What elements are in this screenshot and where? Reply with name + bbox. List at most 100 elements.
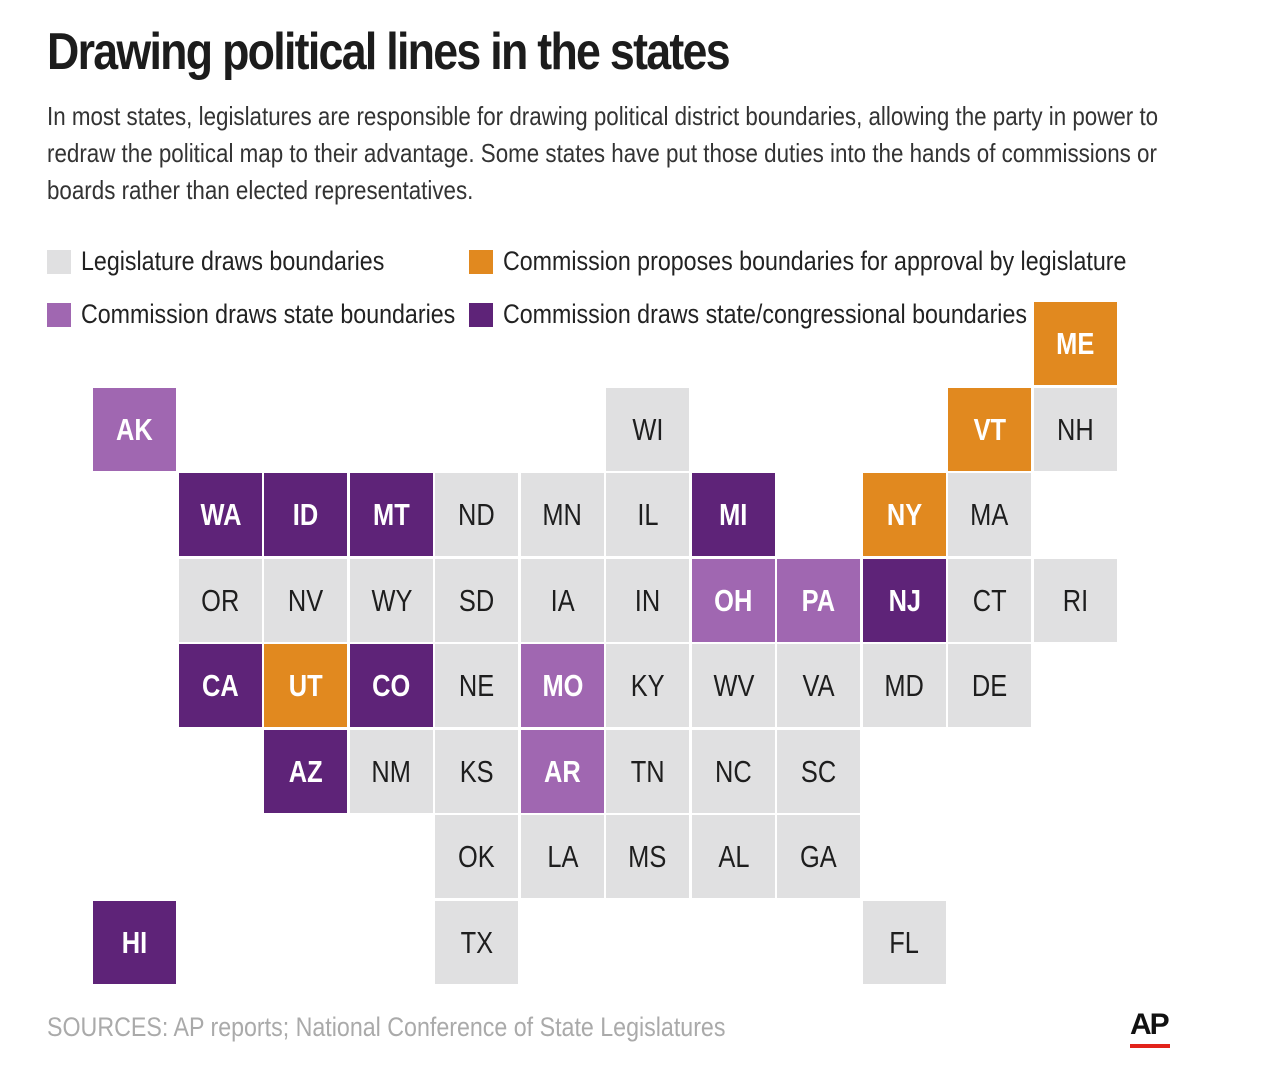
state-tile-ak: AK <box>93 388 176 471</box>
state-label: NC <box>715 753 752 789</box>
state-tile-ks: KS <box>435 730 518 813</box>
state-label: LA <box>546 838 579 874</box>
state-label: KS <box>459 753 494 789</box>
state-tile-ca: CA <box>179 644 262 727</box>
state-tile-ne: NE <box>435 644 518 727</box>
state-tile-mo: MO <box>521 644 604 727</box>
state-label: NM <box>371 753 412 789</box>
state-label: KY <box>630 667 665 703</box>
state-tile-ar: AR <box>521 730 604 813</box>
state-tile-az: AZ <box>264 730 347 813</box>
state-label: TX <box>460 924 493 960</box>
state-tile-nv: NV <box>264 559 347 642</box>
state-label: ME <box>1056 325 1095 361</box>
state-label: MT <box>373 496 410 532</box>
state-label: WA <box>200 496 241 532</box>
state-label: OR <box>201 582 240 618</box>
state-tile-nj: NJ <box>863 559 946 642</box>
state-tile-va: VA <box>777 644 860 727</box>
state-tile-ut: UT <box>264 644 347 727</box>
state-label: OK <box>458 838 495 874</box>
state-tile-ga: GA <box>777 815 860 898</box>
state-label: AL <box>717 838 750 874</box>
state-label: OH <box>714 582 753 618</box>
state-tile-tn: TN <box>606 730 689 813</box>
state-tile-oh: OH <box>692 559 775 642</box>
state-label: AZ <box>288 753 323 789</box>
state-tile-ia: IA <box>521 559 604 642</box>
state-tile-al: AL <box>692 815 775 898</box>
state-tile-in: IN <box>606 559 689 642</box>
state-label: CO <box>372 667 411 703</box>
state-label: SC <box>800 753 837 789</box>
legend-swatch-state <box>47 302 71 327</box>
state-label: HI <box>121 924 148 960</box>
legend-swatch-legislature <box>47 249 71 274</box>
legend-item-state: Commission draws state boundaries <box>47 299 516 330</box>
state-tile-mt: MT <box>350 473 433 556</box>
state-tile-co: CO <box>350 644 433 727</box>
state-label: IA <box>550 582 575 618</box>
state-label: ND <box>458 496 495 532</box>
legend-item-proposes: Commission proposes boundaries for appro… <box>469 246 1228 277</box>
state-label: MI <box>719 496 748 532</box>
legend-item-legislature: Legislature draws boundaries <box>47 246 434 277</box>
state-label: AK <box>116 411 153 447</box>
state-label: MO <box>542 667 583 703</box>
state-label: CA <box>202 667 239 703</box>
state-tile-ri: RI <box>1034 559 1117 642</box>
state-label: MN <box>542 496 583 532</box>
state-tile-mi: MI <box>692 473 775 556</box>
state-label: MD <box>884 667 925 703</box>
state-label: GA <box>800 838 837 874</box>
state-label: MS <box>628 838 667 874</box>
subtitle: In most states, legislatures are respons… <box>47 101 1159 205</box>
state-label: WI <box>631 411 664 447</box>
state-label: NJ <box>888 582 921 618</box>
ap-logo-bar <box>1130 1044 1170 1048</box>
state-tile-wy: WY <box>350 559 433 642</box>
legend-swatch-proposes <box>469 249 493 274</box>
state-label: NH <box>1057 411 1094 447</box>
source-note: SOURCES: AP reports; National Conference… <box>47 1012 726 1042</box>
state-label: IN <box>634 582 661 618</box>
state-label: IL <box>636 496 659 532</box>
legend-label-state: Commission draws state boundaries <box>81 299 456 329</box>
legend-label-legislature: Legislature draws boundaries <box>81 246 385 276</box>
state-tile-la: LA <box>521 815 604 898</box>
state-tile-id: ID <box>264 473 347 556</box>
state-tile-wv: WV <box>692 644 775 727</box>
legend-item-both: Commission draws state/congressional bou… <box>469 299 1112 330</box>
state-label: NV <box>287 582 324 618</box>
state-label: FL <box>889 924 920 960</box>
state-tile-de: DE <box>948 644 1031 727</box>
legend-swatch-both <box>469 302 493 327</box>
state-label: VA <box>802 667 835 703</box>
state-label: SD <box>458 582 495 618</box>
ap-logo-text: AP <box>1130 1008 1170 1041</box>
state-label: TN <box>630 753 665 789</box>
state-tile-fl: FL <box>863 901 946 984</box>
state-label: NE <box>458 667 495 703</box>
state-tile-ky: KY <box>606 644 689 727</box>
page-title: Drawing political lines in the states <box>47 23 731 81</box>
state-label: VT <box>973 411 1006 447</box>
legend-label-both: Commission draws state/congressional bou… <box>503 299 1027 329</box>
state-tile-ct: CT <box>948 559 1031 642</box>
state-tile-il: IL <box>606 473 689 556</box>
state-label: DE <box>971 667 1008 703</box>
state-tile-vt: VT <box>948 388 1031 471</box>
state-label: CT <box>972 582 1007 618</box>
state-tile-sc: SC <box>777 730 860 813</box>
state-tile-mn: MN <box>521 473 604 556</box>
state-label: PA <box>801 582 836 618</box>
state-label: NY <box>886 496 923 532</box>
state-label: UT <box>288 667 323 703</box>
state-tile-ny: NY <box>863 473 946 556</box>
ap-logo: AP <box>1130 1010 1172 1052</box>
state-label: AR <box>544 753 581 789</box>
state-tile-nm: NM <box>350 730 433 813</box>
state-label: RI <box>1062 582 1089 618</box>
state-label: WV <box>713 667 754 703</box>
